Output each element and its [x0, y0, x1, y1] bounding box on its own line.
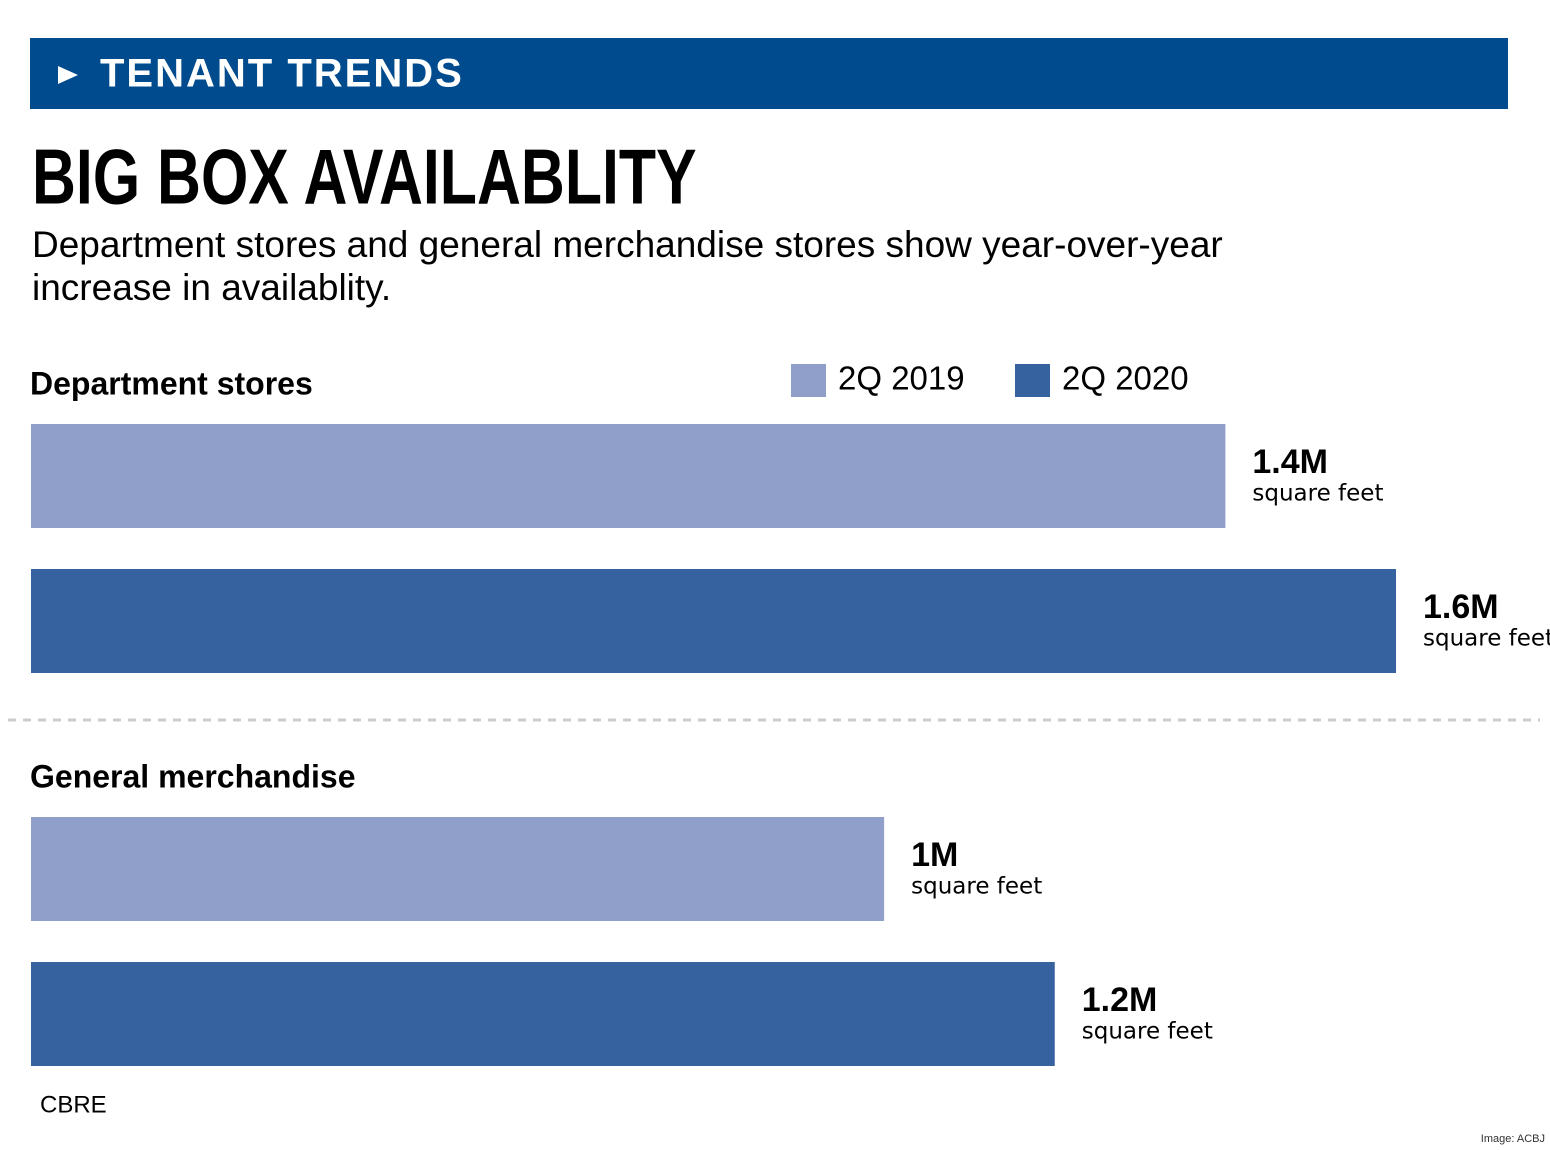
subtitle: increase in availablity. — [32, 267, 391, 308]
header-bar — [30, 38, 1508, 109]
unit-label: square feet — [911, 874, 1042, 900]
header: TENANT TRENDS — [100, 52, 464, 96]
legend-swatch — [1015, 364, 1050, 397]
bar — [31, 817, 885, 921]
bar — [31, 962, 1055, 1066]
value-label: 1.6M — [1423, 588, 1499, 626]
source: CBRE — [40, 1091, 107, 1118]
value-label: 1M — [911, 836, 958, 874]
value-label: 1.4M — [1252, 443, 1328, 481]
header-arrow — [58, 66, 78, 84]
bar — [31, 569, 1396, 673]
credit: Image: ACBJ — [1481, 1133, 1545, 1145]
unit-label: square feet — [1082, 1019, 1213, 1045]
category-label: Department stores — [30, 365, 313, 401]
unit-label: square feet — [1252, 481, 1383, 507]
legend-label: 2Q 2020 — [1062, 360, 1189, 397]
value-label: 1.2M — [1082, 981, 1158, 1019]
legend-label: 2Q 2019 — [838, 360, 965, 397]
unit-label: square feet — [1423, 626, 1550, 652]
category-label: General merchandise — [30, 758, 355, 794]
bar — [31, 424, 1226, 528]
chart-title: BIG BOX AVAILABLITY — [32, 133, 697, 220]
subtitle: Department stores and general merchandis… — [32, 224, 1223, 265]
legend-swatch — [791, 364, 826, 397]
